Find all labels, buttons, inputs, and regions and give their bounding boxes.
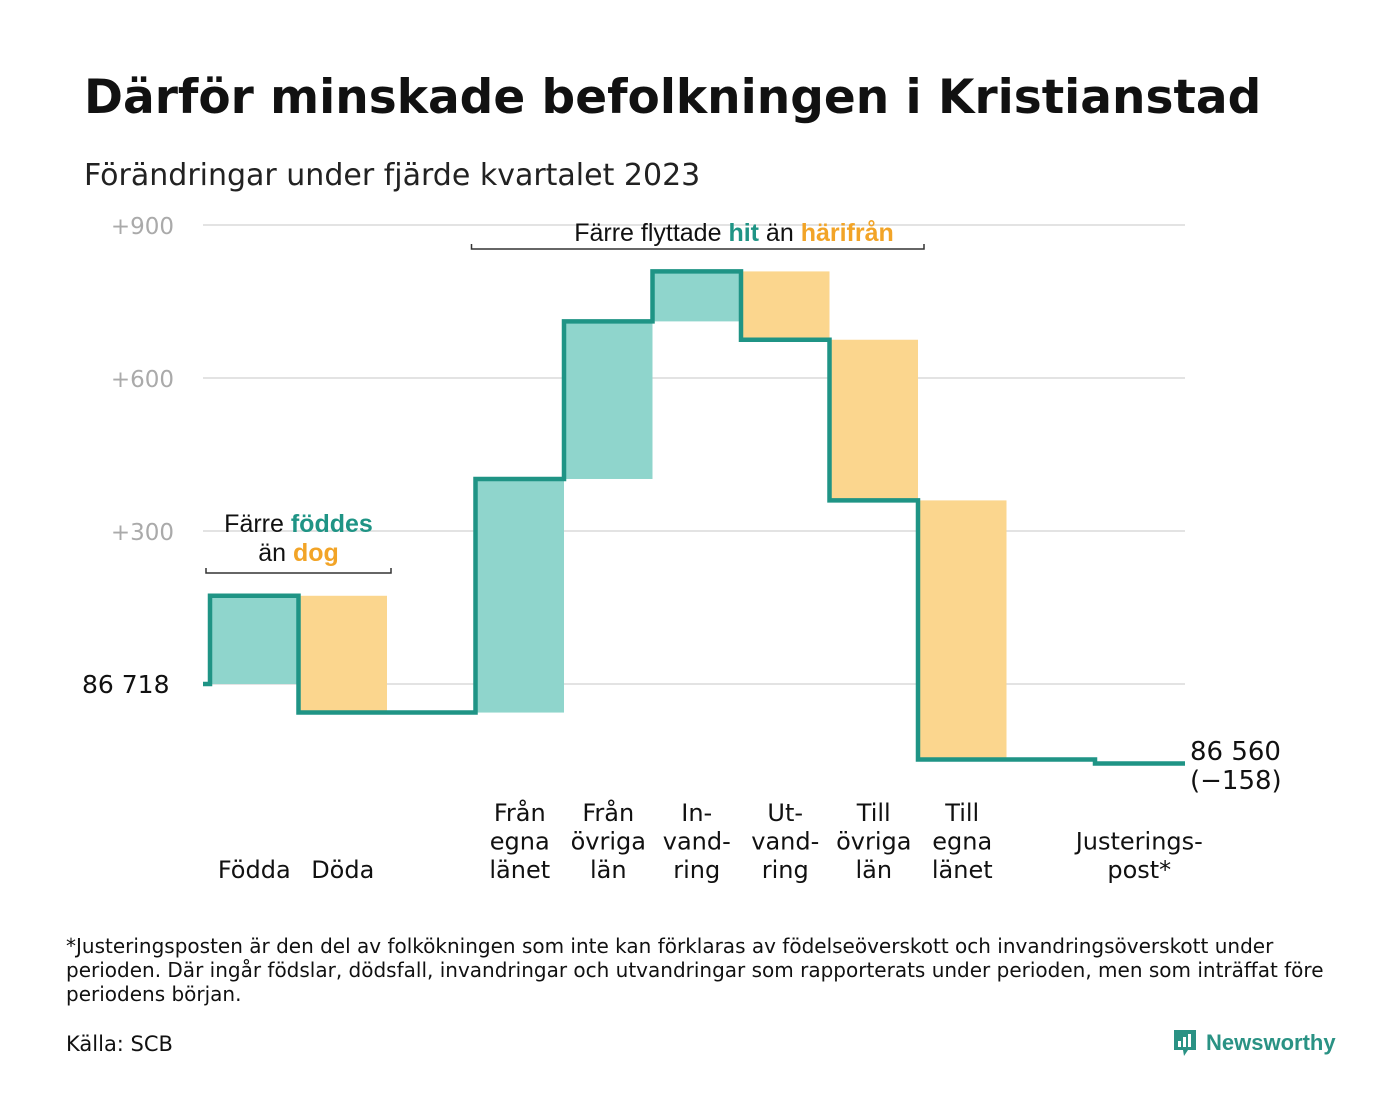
annotation-part: dog (293, 539, 339, 567)
category-label: länet (489, 856, 550, 884)
category-label: Från (582, 798, 634, 827)
bar-5 (652, 271, 741, 322)
category-label: In- (681, 799, 712, 827)
annotation-births-line2: än dog (258, 539, 339, 567)
source-label: Källa: SCB (66, 1032, 173, 1056)
start-value-label: 86 718 (82, 670, 169, 699)
category-label: egna (932, 828, 992, 856)
end-value-label: 86 560 (1190, 737, 1281, 767)
category-label: län (590, 856, 627, 884)
chart-subtitle: Förändringar under fjärde kvartalet 2023 (84, 158, 701, 193)
bar-4 (564, 321, 653, 479)
category-label: Födda (218, 856, 291, 884)
brand-logo[interactable]: Newsworthy (1172, 1028, 1336, 1058)
category-label: övriga (836, 828, 911, 856)
category-label: Justerings- (1074, 828, 1203, 856)
category-label: ring (673, 856, 720, 884)
chart-title: Därför minskade befolkningen i Kristians… (84, 70, 1262, 125)
y-tick-label: +300 (111, 520, 174, 546)
y-tick-label: +900 (111, 214, 174, 240)
step-line (203, 269, 1185, 766)
annotation-part: hit (728, 219, 759, 247)
y-tick-label: +600 (111, 367, 174, 393)
category-label: egna (490, 828, 550, 856)
annotation-part: föddes (291, 510, 373, 538)
category-label: Från (494, 798, 546, 827)
annotation-part: Färre flyttade (574, 219, 728, 247)
annotation-births-line1: Färre föddes (224, 510, 373, 538)
category-label: län (855, 856, 892, 884)
end-change-label: (−158) (1190, 766, 1282, 796)
annotation-migration-bracket (470, 244, 925, 250)
category-label: post* (1107, 856, 1171, 884)
category-label: vand- (663, 828, 731, 856)
annotation-births-bracket (205, 568, 392, 574)
footnote: *Justeringsposten är den del av folkökni… (66, 934, 1324, 1006)
brand-name: Newsworthy (1206, 1030, 1336, 1055)
category-label: länet (932, 856, 993, 884)
category-label: övriga (571, 828, 646, 856)
bar-8 (918, 500, 1007, 760)
annotation-part: än (759, 219, 801, 247)
category-label: Till (944, 799, 979, 827)
annotation-part: härifrån (801, 219, 894, 247)
category-label: ring (762, 856, 809, 884)
annotation-migration: Färre flyttade hit än härifrån (574, 219, 894, 247)
newsworthy-logo-icon (1174, 1030, 1196, 1056)
category-label: vand- (751, 828, 819, 856)
category-label: Ut- (767, 799, 803, 827)
annotation-part: Färre (224, 510, 291, 538)
bar-6 (741, 271, 830, 340)
bar-1 (298, 595, 387, 713)
waterfall-chart: +300 +600 +900 86 718 86 560(−158) Födda Döda F… (82, 214, 1282, 884)
category-label: Till (856, 799, 891, 827)
bar-0 (210, 595, 299, 684)
annotation-part: än (258, 539, 293, 567)
bar-3 (475, 478, 564, 713)
category-label: Döda (311, 856, 374, 884)
bar-7 (829, 339, 918, 501)
